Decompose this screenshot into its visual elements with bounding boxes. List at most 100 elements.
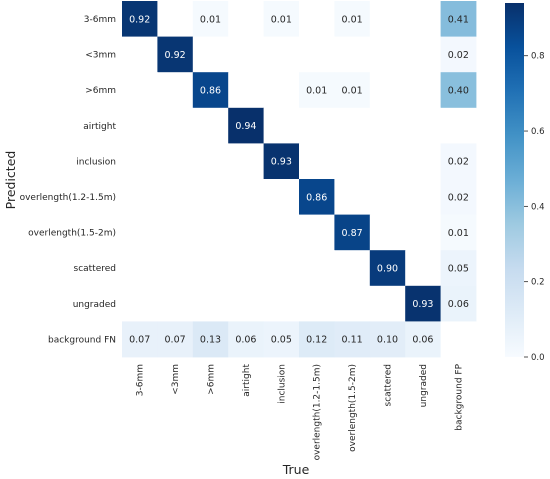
y-tick-label: airtight (83, 122, 116, 132)
heatmap-cell (228, 72, 264, 109)
heatmap-cell (440, 36, 477, 73)
heatmap-cell (228, 321, 264, 358)
heatmap-cell (334, 72, 371, 109)
cell-value-label: 0.01 (342, 14, 363, 25)
heatmap-cell (299, 1, 335, 37)
heatmap-cell (369, 214, 406, 251)
heatmap-cell (157, 72, 194, 109)
heatmap-cell (228, 214, 264, 251)
heatmap-cell (334, 321, 371, 358)
colorbar-ticks: 0.0 0.2 0.4 0.6 0.8 (524, 52, 545, 363)
heatmap-cell (405, 143, 441, 180)
y-tick-label: <3mm (85, 51, 116, 61)
x-tick-label: 3-6mm (136, 364, 146, 396)
cell-value-label: 0.07 (165, 335, 186, 346)
heatmap-cell (299, 250, 335, 287)
heatmap-cell (405, 72, 441, 109)
heatmap-cell (334, 1, 371, 37)
cell-value-label: 0.93 (271, 157, 292, 168)
heatmap-cell (334, 143, 371, 180)
heatmap-cell (440, 72, 477, 109)
heatmap-cell (157, 143, 194, 180)
heatmap-cell (192, 179, 229, 215)
heatmap-cell (369, 72, 406, 109)
cell-value-label: 0.01 (448, 228, 469, 239)
cell-value-label: 0.11 (342, 335, 363, 346)
cell-value-label: 0.93 (412, 299, 433, 310)
heatmap-cell (440, 214, 477, 251)
heatmap-cell (405, 1, 441, 37)
heatmap-cell (228, 143, 264, 180)
cell-value-label: 0.05 (448, 264, 469, 275)
y-tick-label: ungraded (73, 300, 116, 310)
heatmap-cell (369, 179, 406, 215)
heatmap-cell (228, 179, 264, 215)
cell-value-label: 0.06 (448, 299, 469, 310)
y-tick-label: >6mm (85, 86, 116, 96)
y-tick-label: scattered (74, 264, 117, 274)
cell-value-label: 0.01 (306, 86, 327, 97)
heatmap-cell (440, 179, 477, 215)
cell-value-label: 0.02 (448, 50, 469, 61)
heatmap-cell (192, 36, 229, 73)
heatmap-cell (157, 250, 194, 287)
heatmap-cell (157, 214, 194, 251)
cell-value-label: 0.01 (271, 14, 292, 25)
heatmap-cell (299, 285, 335, 322)
heatmap-cell (369, 285, 406, 322)
heatmap-cell (263, 250, 300, 287)
cell-value-label: 0.07 (129, 335, 150, 346)
cell-value-label: 0.01 (200, 14, 221, 25)
cell-value-label: 0.40 (448, 86, 469, 97)
heatmap-cell (405, 285, 441, 322)
x-axis-tick-labels: 3-6mm <3mm >6mm airtight inclusion overlength… (136, 363, 465, 460)
cell-value-label: 0.86 (306, 192, 327, 203)
colorbar-tick-label: 0.0 (531, 353, 545, 363)
x-tick-label: overlength(1.2-1.5m) (313, 364, 323, 460)
y-axis-title: Predicted (3, 151, 18, 210)
heatmap-cell (157, 285, 194, 322)
cell-value-label: 0.41 (448, 14, 469, 25)
heatmap-cell (369, 36, 406, 73)
heatmap-cell (122, 250, 158, 287)
heatmap-cell (263, 36, 300, 73)
colorbar-tick-label: 0.8 (531, 52, 545, 62)
x-tick-label: <3mm (171, 364, 181, 395)
cell-value-label: 0.90 (377, 264, 398, 275)
y-tick-label: inclusion (76, 157, 116, 167)
x-tick-label: >6mm (207, 364, 217, 395)
heatmap-cell (122, 321, 158, 358)
heatmap-cell-labels: 0.92 0.01 0.01 0.01 0.41 0.92 0.02 0.86 0.01 0.01… (129, 14, 469, 345)
heatmap-cell (122, 107, 158, 144)
cell-value-label: 0.86 (200, 86, 221, 97)
heatmap-cell (440, 321, 477, 358)
colorbar-tick-label: 0.6 (531, 127, 545, 137)
heatmap-cell (157, 179, 194, 215)
heatmap-cell (369, 250, 406, 287)
y-tick-label: overlength(1.2-1.5m) (20, 193, 116, 203)
heatmap-cell (122, 72, 158, 109)
heatmap-cell (405, 321, 441, 358)
heatmap-cell (192, 143, 229, 180)
colorbar-gradient (505, 3, 524, 357)
heatmap-cell (228, 1, 264, 37)
heatmap-cell (299, 321, 335, 358)
heatmap-cell (192, 72, 229, 109)
heatmap-cell (192, 107, 229, 144)
heatmap-cell (122, 36, 158, 73)
cell-value-label: 0.94 (235, 121, 256, 132)
cell-value-label: 0.02 (448, 192, 469, 203)
heatmap-cell (263, 179, 300, 215)
heatmap-cell (228, 285, 264, 322)
cell-value-label: 0.92 (165, 50, 186, 61)
x-axis-title: True (282, 462, 310, 477)
heatmap-cell (263, 321, 300, 358)
heatmap-cell (334, 250, 371, 287)
heatmap-cell (369, 143, 406, 180)
heatmap-cell (263, 143, 300, 180)
cell-value-label: 0.10 (377, 335, 398, 346)
heatmap-cell (369, 1, 406, 37)
heatmap-cell (334, 285, 371, 322)
heatmap-cell (157, 321, 194, 358)
